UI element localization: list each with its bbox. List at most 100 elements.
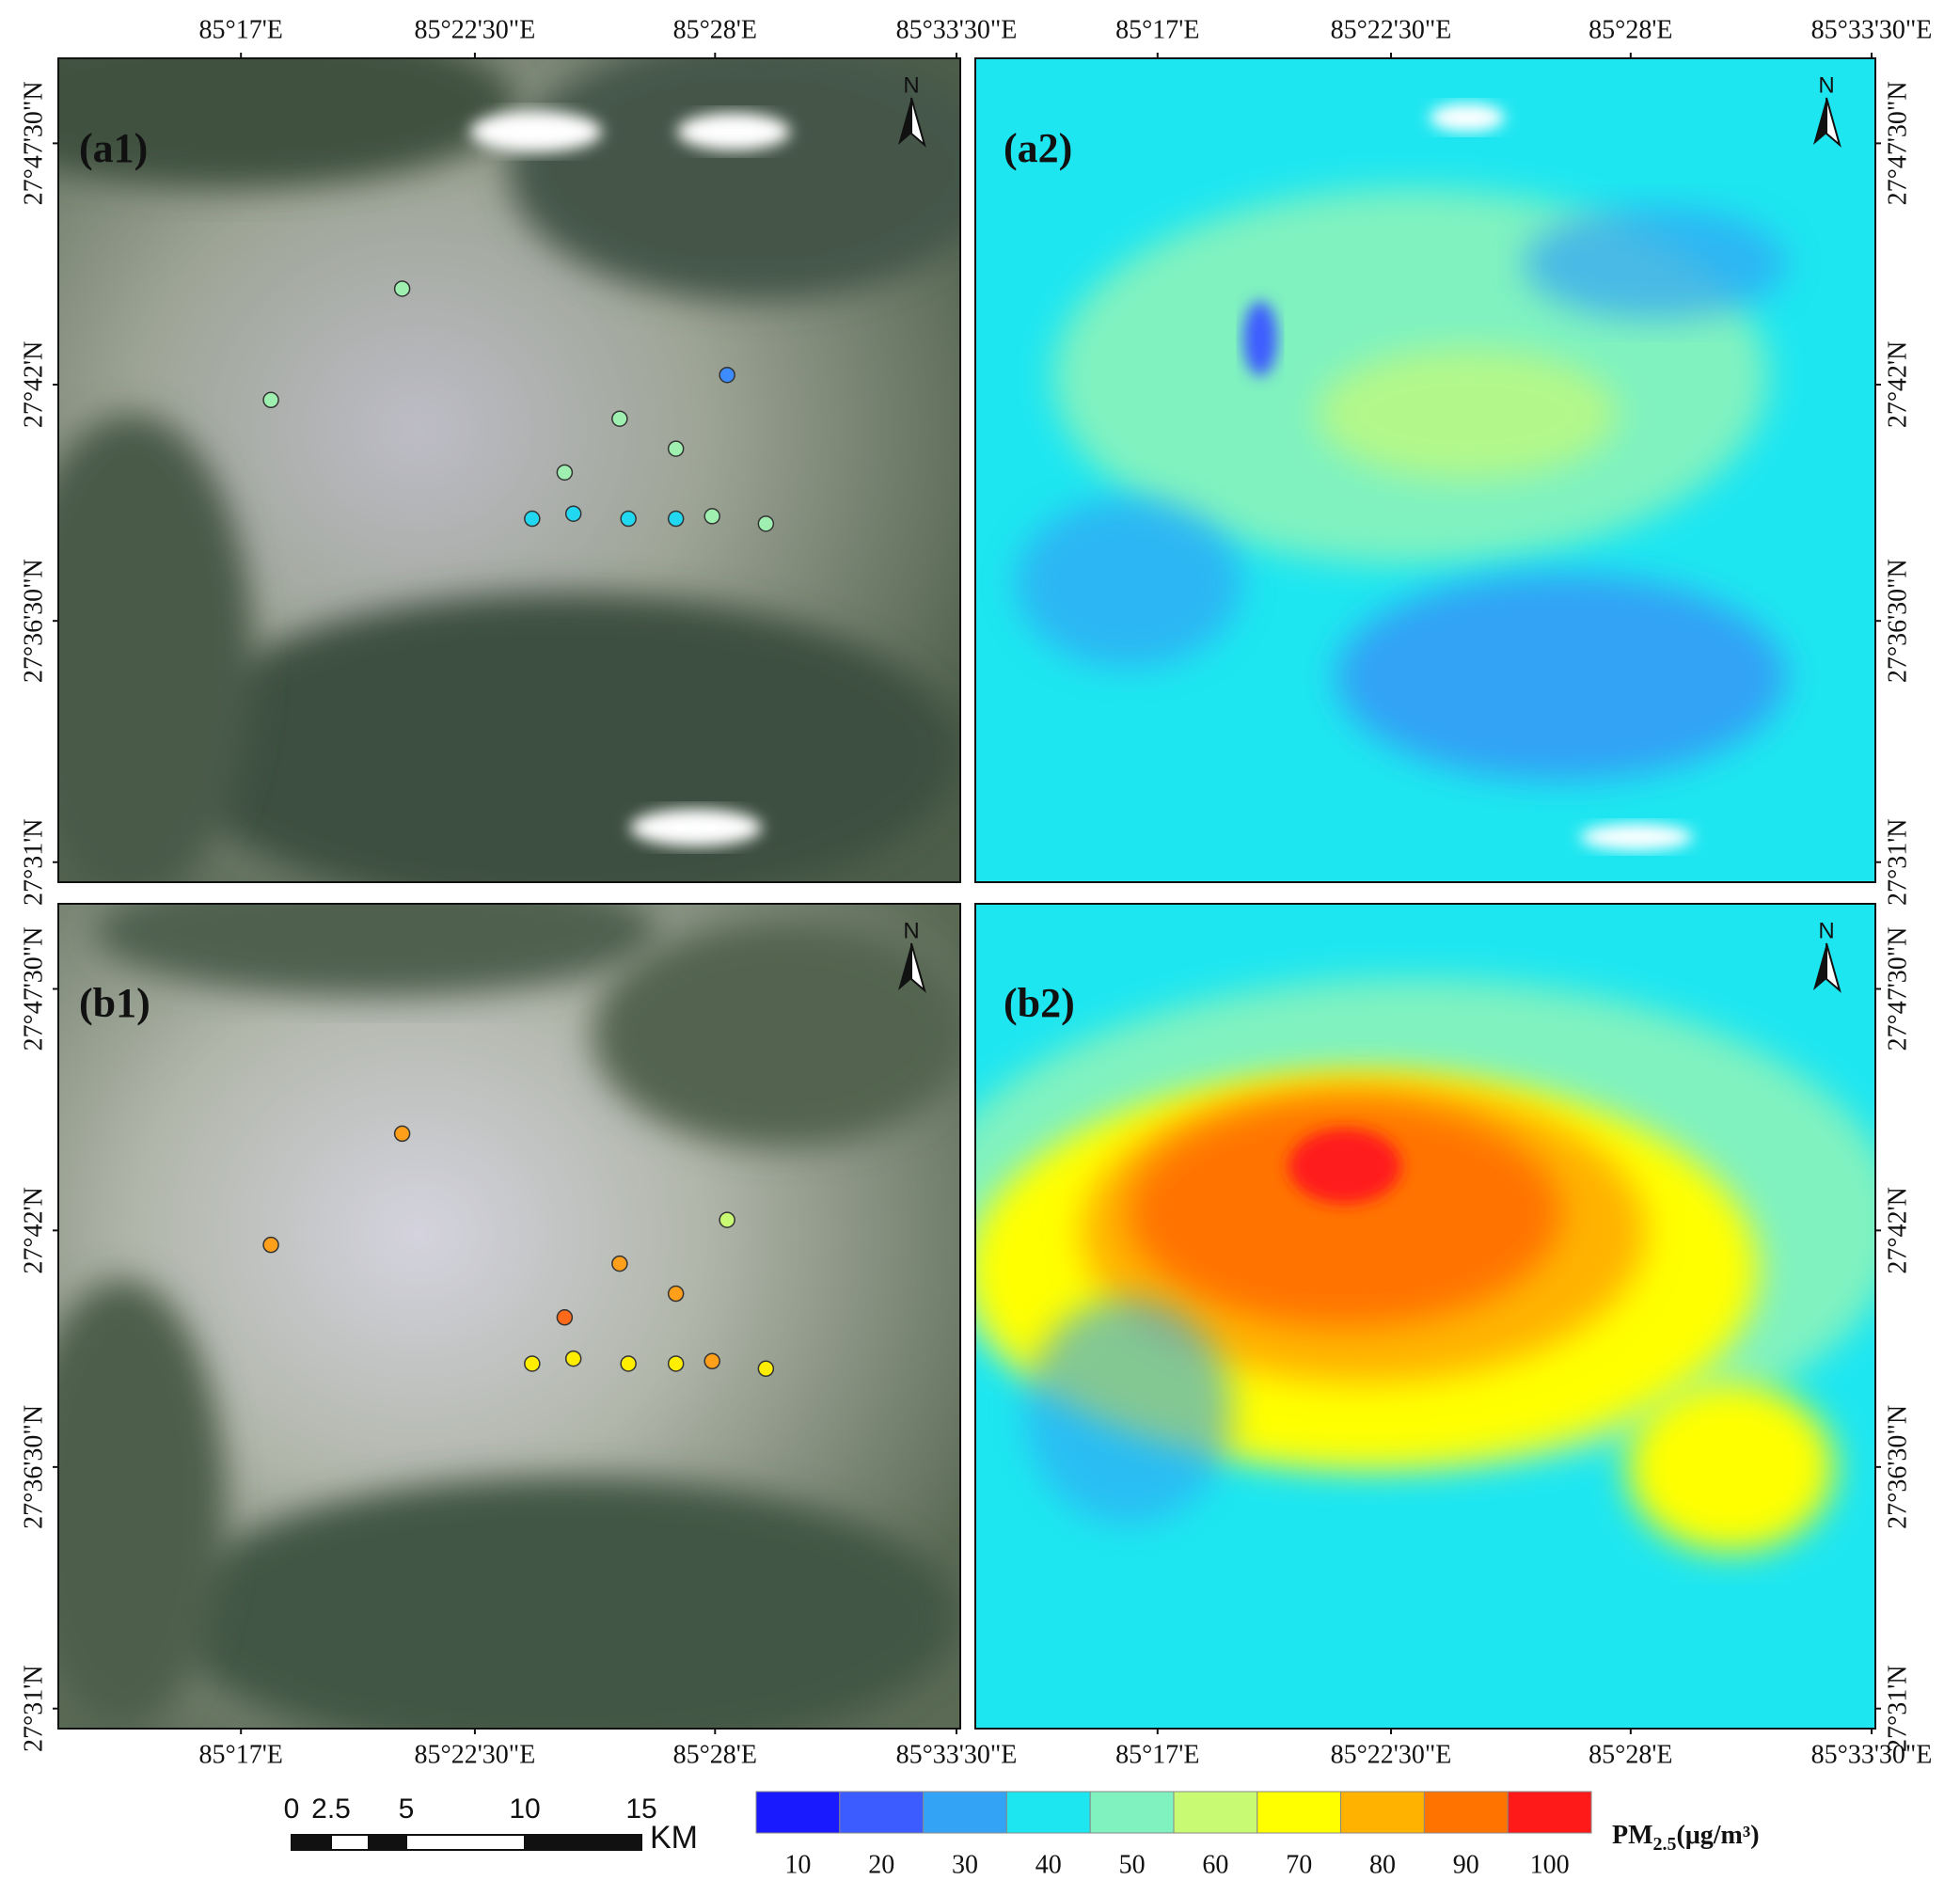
station [262, 391, 279, 409]
y-axis-label: 27°42'N [19, 1187, 48, 1273]
x-axis-label: 85°33'30"E [1811, 1740, 1933, 1769]
y-axis-label: 27°31'N [19, 1665, 48, 1751]
x-axis-label: 85°28'E [1589, 15, 1672, 44]
station [667, 440, 685, 457]
panel-label: (a1) [79, 125, 148, 171]
station [393, 1125, 411, 1143]
station [564, 1350, 582, 1367]
panel-frame [57, 57, 961, 883]
legend-title: PM2.5(μg/m³) [1612, 1821, 1760, 1854]
y-axis-label: 27°42'N [1883, 1187, 1912, 1273]
scale-bar-label: 0 [284, 1793, 300, 1825]
x-axis-label: 85°28'E [1589, 1740, 1672, 1769]
north-label: N [1818, 72, 1834, 98]
legend-label: 60 [1202, 1850, 1228, 1879]
station [620, 1355, 637, 1372]
legend-label: 20 [868, 1850, 894, 1879]
legend-swatch [1089, 1791, 1175, 1834]
x-axis-label: 85°17'E [199, 1740, 283, 1769]
y-axis-label: 27°31'N [1883, 1665, 1912, 1751]
station [524, 1355, 541, 1372]
panel-label: (b1) [79, 980, 150, 1026]
y-axis-label: 27°42'N [1883, 341, 1912, 428]
scale-bar-label: 5 [399, 1793, 415, 1825]
north-arrow [898, 98, 911, 145]
legend-swatch [1340, 1791, 1425, 1834]
station [262, 1236, 279, 1254]
scale-bar-segment [405, 1834, 526, 1851]
legend-swatch [1257, 1791, 1342, 1834]
station [611, 1255, 628, 1272]
scale-bar-segment [368, 1834, 407, 1851]
x-axis-label: 85°33'30"E [1811, 15, 1933, 44]
y-axis-label: 27°31'N [19, 818, 48, 905]
pm25-map-a2 [975, 58, 1875, 882]
x-axis-label: 85°28'E [673, 1740, 757, 1769]
x-axis-label: 85°33'30"E [896, 15, 1018, 44]
y-axis-label: 27°36'30"N [19, 1405, 48, 1529]
legend-swatch [1507, 1791, 1592, 1834]
station [556, 1309, 574, 1326]
scale-bar-label: 15 [625, 1793, 656, 1825]
legend-swatch [1005, 1791, 1091, 1834]
north-arrow [898, 943, 911, 990]
north-arrow [910, 942, 926, 993]
legend-label: 90 [1453, 1850, 1479, 1879]
y-axis-label: 27°42'N [19, 341, 48, 428]
pm25-map-b2 [975, 904, 1875, 1729]
legend-label: 50 [1119, 1850, 1146, 1879]
station [667, 1355, 685, 1372]
x-axis-label: 85°33'30"E [896, 1740, 1018, 1769]
satellite-image [58, 904, 960, 1729]
station [620, 510, 637, 528]
north-label: N [1818, 918, 1834, 943]
north-arrow [1826, 942, 1841, 993]
scale-bar-segment [291, 1834, 332, 1851]
station [719, 1211, 735, 1228]
panel-label: (a2) [1004, 125, 1072, 171]
scale-bar-segment [330, 1834, 370, 1851]
north-label: N [903, 72, 919, 98]
legend-label: 70 [1286, 1850, 1312, 1879]
legend-label: 100 [1530, 1850, 1570, 1879]
station [757, 1360, 775, 1378]
station [757, 515, 775, 532]
north-arrow [1813, 98, 1826, 145]
y-axis-label: 27°31'N [1883, 818, 1912, 905]
north-arrow [910, 97, 926, 148]
legend-label: 10 [784, 1850, 811, 1879]
station [703, 1352, 720, 1370]
x-axis-label: 85°17'E [199, 15, 283, 44]
scale-bar-label: 2.5 [311, 1793, 351, 1825]
legend-swatch [839, 1791, 925, 1834]
legend-label: 30 [952, 1850, 978, 1879]
station [667, 510, 685, 528]
y-axis-label: 27°36'30"N [19, 559, 48, 683]
panel-frame [974, 57, 1876, 883]
x-axis-label: 85°22'30"E [415, 15, 536, 44]
x-axis-label: 85°22'30"E [1331, 15, 1452, 44]
legend-swatch [1423, 1791, 1509, 1834]
north-label: N [903, 918, 919, 943]
x-axis-label: 85°22'30"E [1331, 1740, 1452, 1769]
legend-label: 40 [1035, 1850, 1062, 1879]
x-axis-label: 85°28'E [673, 15, 757, 44]
station [524, 510, 541, 528]
x-axis-label: 85°17'E [1115, 15, 1199, 44]
scale-bar-segment [524, 1834, 642, 1851]
y-axis-label: 27°47'30"N [1883, 81, 1912, 205]
legend-swatch [1173, 1791, 1258, 1834]
station [393, 280, 411, 297]
y-axis-label: 27°36'30"N [1883, 1405, 1912, 1529]
y-axis-label: 27°47'30"N [1883, 927, 1912, 1051]
y-axis-label: 27°36'30"N [1883, 559, 1912, 683]
panel-frame [974, 903, 1876, 1730]
scale-bar-label: 10 [509, 1793, 540, 1825]
station [556, 464, 574, 482]
panel-frame [57, 903, 961, 1730]
station [667, 1285, 685, 1303]
station [564, 505, 582, 522]
scale-bar-unit: KM [650, 1820, 698, 1856]
station [703, 508, 720, 525]
x-axis-label: 85°22'30"E [415, 1740, 536, 1769]
